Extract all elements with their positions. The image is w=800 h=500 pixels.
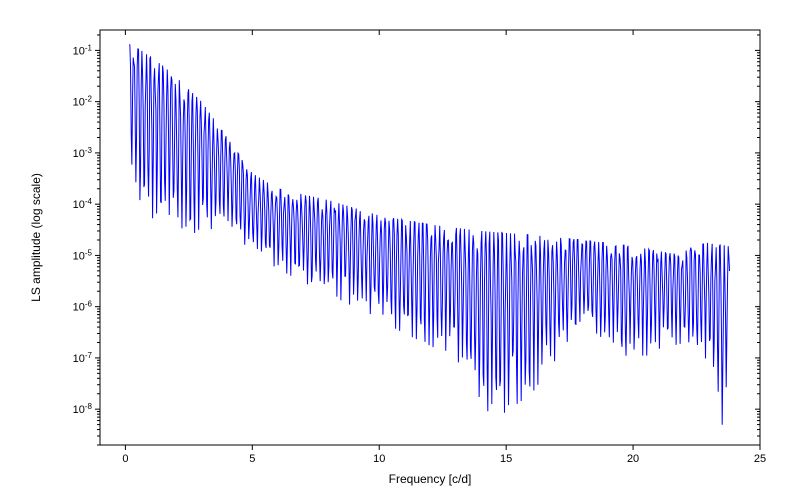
plot-frame <box>100 30 760 445</box>
y-tick-label: 10-7 <box>73 350 93 365</box>
y-tick-label: 10-4 <box>73 197 93 212</box>
y-tick-label: 10-2 <box>73 94 93 109</box>
x-tick-label: 15 <box>500 453 512 465</box>
y-tick-label: 10-8 <box>73 402 93 417</box>
x-tick-label: 0 <box>122 453 128 465</box>
x-tick-label: 25 <box>754 453 766 465</box>
periodogram-line <box>129 45 729 425</box>
y-tick-label: 10-6 <box>73 299 93 314</box>
y-tick-label: 10-5 <box>73 248 93 263</box>
periodogram-chart: 0 5 10 15 20 25 Frequency [c/d] 10-8 10-7 10-6 10-… <box>0 0 800 500</box>
y-tick-label: 10-3 <box>73 145 93 160</box>
x-tick-label: 10 <box>373 453 385 465</box>
x-tick-label: 20 <box>627 453 639 465</box>
chart-svg: 0 5 10 15 20 25 Frequency [c/d] 10-8 10-7 10-6 10-… <box>0 0 800 500</box>
y-tick-label: 10-1 <box>73 43 93 58</box>
y-axis-label: LS amplitude (log scale) <box>29 173 43 302</box>
x-tick-label: 5 <box>249 453 255 465</box>
x-axis-label: Frequency [c/d] <box>389 472 472 486</box>
